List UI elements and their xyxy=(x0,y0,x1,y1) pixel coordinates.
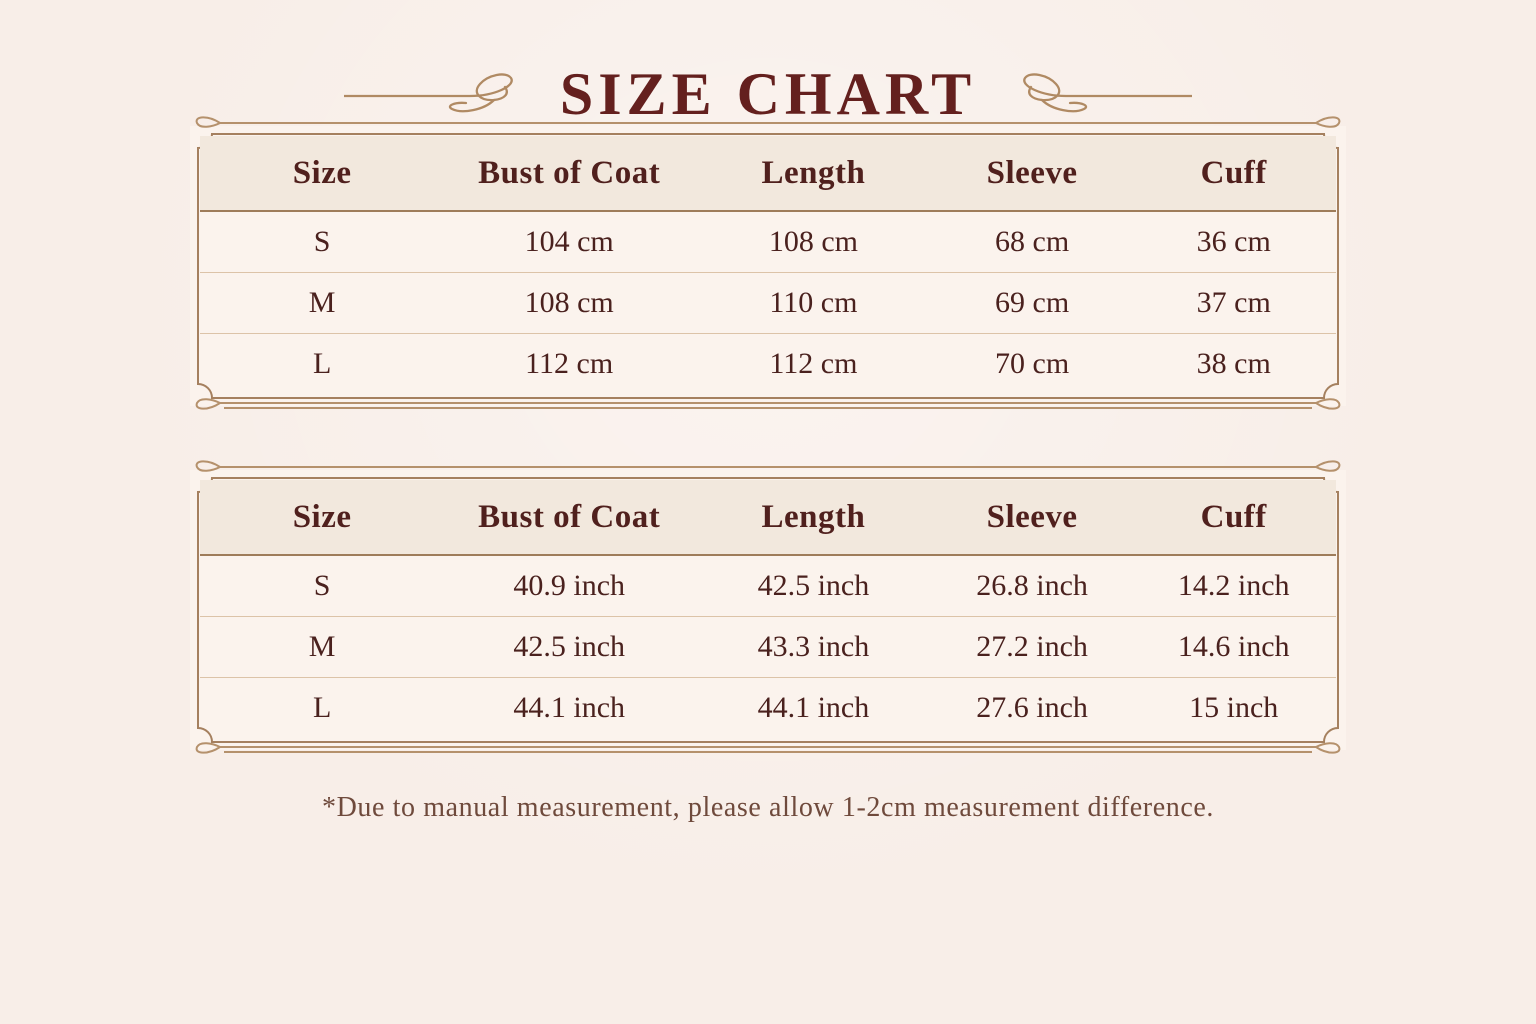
size-cell: L xyxy=(312,347,332,380)
measurement-cell: 108 cm xyxy=(524,286,614,319)
table-row: M 42.5 inch 43.3 inch 27.2 inch 14.6 inch xyxy=(200,616,1336,677)
measurement-cell: 43.3 inch xyxy=(757,630,870,663)
column-header-size: Size xyxy=(292,498,352,535)
table-body: S 40.9 inch 42.5 inch 26.8 inch 14.2 inch M 42… xyxy=(200,556,1336,738)
table-row: L 44.1 inch 44.1 inch 27.6 inch 15 inch xyxy=(200,677,1336,738)
measurement-cell: 110 cm xyxy=(769,286,858,319)
measurement-cell: 27.6 inch xyxy=(976,691,1088,724)
size-cell: M xyxy=(308,286,336,319)
measurement-cell: 14.6 inch xyxy=(1177,630,1290,663)
column-header-size: Size xyxy=(292,154,352,191)
table-header-row: Size Bust of Coat Length Sleeve Cuff xyxy=(200,480,1336,556)
measurement-cell: 42.5 inch xyxy=(757,569,870,602)
table-row: S 104 cm 108 cm 68 cm 36 cm xyxy=(200,212,1336,272)
size-table-cm: Size Bust of Coat Length Sleeve Cuff S 104 cm… xyxy=(190,116,1346,410)
column-header-sleeve: Sleeve xyxy=(986,498,1078,535)
column-header-sleeve: Sleeve xyxy=(986,154,1078,191)
column-header-length: Length xyxy=(761,498,866,535)
column-header-bust-of-coat: Bust of Coat xyxy=(478,154,661,191)
title-flourish-right-icon xyxy=(1023,73,1193,113)
measurement-cell: 38 cm xyxy=(1196,347,1271,380)
measurement-cell: 36 cm xyxy=(1196,225,1271,258)
size-cell: L xyxy=(312,691,332,724)
measurement-cell: 15 inch xyxy=(1189,691,1279,724)
table-row: S 40.9 inch 42.5 inch 26.8 inch 14.2 inch xyxy=(200,556,1336,616)
measurement-cell: 14.2 inch xyxy=(1177,569,1290,602)
table-content: Size Bust of Coat Length Sleeve Cuff S 104 cm… xyxy=(190,126,1346,406)
size-cell: S xyxy=(313,569,331,602)
measurement-cell: 27.2 inch xyxy=(976,630,1088,663)
measurement-cell: 44.1 inch xyxy=(757,691,870,724)
measurement-cell: 69 cm xyxy=(995,286,1070,319)
footnote: *Due to manual measurement, please allow… xyxy=(321,792,1215,823)
table-row: M 108 cm 110 cm 69 cm 37 cm xyxy=(200,272,1336,333)
measurement-cell: 112 cm xyxy=(525,347,614,380)
size-cell: M xyxy=(308,630,336,663)
measurement-cell: 26.8 inch xyxy=(976,569,1088,602)
size-cell: S xyxy=(313,225,331,258)
measurement-cell: 44.1 inch xyxy=(513,691,626,724)
measurement-cell: 68 cm xyxy=(995,225,1070,258)
size-table-inch: Size Bust of Coat Length Sleeve Cuff S 40.9 i… xyxy=(190,460,1346,754)
title-row: SIZE CHART xyxy=(0,0,1536,130)
column-header-bust-of-coat: Bust of Coat xyxy=(478,498,661,535)
table-body: S 104 cm 108 cm 68 cm 36 cm M 108 cm 110 cm 69 c… xyxy=(200,212,1336,394)
table-content: Size Bust of Coat Length Sleeve Cuff S 40.9 i… xyxy=(190,470,1346,750)
column-header-cuff: Cuff xyxy=(1200,498,1267,535)
measurement-cell: 42.5 inch xyxy=(513,630,626,663)
table-row: L 112 cm 112 cm 70 cm 38 cm xyxy=(200,333,1336,394)
measurement-cell: 104 cm xyxy=(524,225,614,258)
table-header-row: Size Bust of Coat Length Sleeve Cuff xyxy=(200,136,1336,212)
title-flourish-left-icon xyxy=(343,73,513,113)
measurement-cell: 112 cm xyxy=(769,347,858,380)
measurement-cell: 37 cm xyxy=(1196,286,1271,319)
column-header-length: Length xyxy=(761,154,866,191)
page-title: SIZE CHART xyxy=(559,60,977,127)
measurement-cell: 70 cm xyxy=(995,347,1070,380)
column-header-cuff: Cuff xyxy=(1200,154,1267,191)
measurement-cell: 108 cm xyxy=(768,225,858,258)
measurement-cell: 40.9 inch xyxy=(513,569,626,602)
